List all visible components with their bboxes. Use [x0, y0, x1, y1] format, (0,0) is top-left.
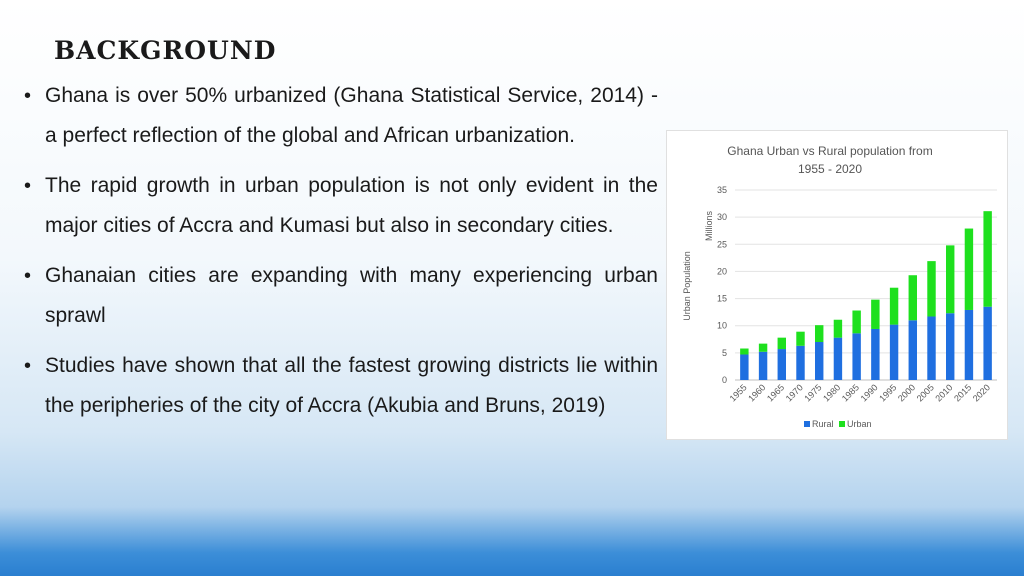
y-axis-label: Urban Population: [682, 251, 692, 321]
population-chart: Ghana Urban vs Rural population from 195…: [666, 130, 1008, 440]
bar-urban-2015: [964, 228, 974, 310]
bar-urban-1985: [852, 310, 861, 334]
bullet-urban-sprawl: Ghanaian cities are expanding with many …: [24, 256, 658, 336]
x-tick-1970: 1970: [784, 382, 805, 403]
legend-swatch-rural: [804, 421, 810, 427]
y-tick-25: 25: [717, 239, 727, 249]
bar-rural-1960: [758, 351, 768, 380]
bar-urban-1995: [889, 287, 899, 325]
x-tick-1995: 1995: [877, 382, 898, 403]
x-tick-1965: 1965: [765, 382, 786, 403]
x-tick-1975: 1975: [802, 382, 823, 403]
legend-swatch-urban: [839, 421, 845, 427]
x-tick-1990: 1990: [859, 382, 880, 403]
x-tick-layer: 1955196019651970197519801985199019952000…: [728, 382, 993, 403]
x-tick-2005: 2005: [915, 382, 936, 403]
bar-rural-2000: [908, 320, 917, 380]
bars-layer: [740, 211, 992, 380]
bar-rural-2010: [946, 313, 955, 380]
chart-title-line2: 1955 - 2020: [798, 162, 862, 176]
bar-urban-1970: [796, 331, 805, 346]
bar-urban-1955: [740, 348, 749, 355]
x-tick-1980: 1980: [821, 382, 842, 403]
x-tick-2010: 2010: [933, 382, 954, 403]
bar-rural-1975: [815, 342, 824, 380]
x-tick-2015: 2015: [952, 382, 973, 403]
x-tick-2000: 2000: [896, 382, 917, 403]
x-tick-2020: 2020: [971, 382, 992, 403]
chart-title-line1: Ghana Urban vs Rural population from: [727, 144, 932, 158]
bar-rural-2020: [983, 306, 992, 380]
bar-urban-1975: [815, 325, 824, 342]
bar-urban-2020: [983, 211, 992, 307]
legend: Rural Urban: [804, 419, 872, 429]
y-tick-20: 20: [717, 266, 727, 276]
y-tick-35: 35: [717, 185, 727, 195]
bar-rural-1965: [777, 349, 786, 380]
x-tick-1955: 1955: [728, 382, 749, 403]
bar-rural-1970: [796, 345, 805, 380]
y-tick-15: 15: [717, 294, 727, 304]
bar-urban-1960: [758, 343, 768, 352]
y-unit-label: Millions: [704, 211, 714, 242]
bar-urban-2010: [946, 245, 955, 314]
bar-rural-1985: [852, 333, 861, 380]
bar-rural-2015: [964, 309, 974, 380]
y-tick-30: 30: [717, 212, 727, 222]
bar-urban-2005: [927, 261, 936, 317]
bar-rural-1955: [740, 354, 749, 380]
bar-urban-1990: [871, 299, 880, 329]
y-tick-5: 5: [722, 348, 727, 358]
bullet-urban-growth: The rapid growth in urban population is …: [24, 166, 658, 246]
x-tick-1960: 1960: [746, 382, 767, 403]
y-tick-0: 0: [722, 375, 727, 385]
bullet-list: Ghana is over 50% urbanized (Ghana Stati…: [24, 76, 658, 436]
bar-urban-1965: [777, 337, 786, 350]
x-tick-1985: 1985: [840, 382, 861, 403]
bar-rural-1995: [889, 324, 899, 380]
bar-rural-2005: [927, 316, 936, 380]
y-tick-10: 10: [717, 321, 727, 331]
bullet-urbanization: Ghana is over 50% urbanized (Ghana Stati…: [24, 76, 658, 156]
legend-label-urban: Urban: [847, 419, 872, 429]
bar-urban-1980: [833, 319, 843, 338]
bar-rural-1980: [833, 337, 843, 380]
chart-svg: Ghana Urban vs Rural population from 195…: [682, 144, 997, 429]
bar-urban-2000: [908, 275, 917, 321]
slide-title: Background: [54, 26, 277, 68]
legend-label-rural: Rural: [812, 419, 834, 429]
bar-rural-1990: [871, 328, 880, 380]
bullet-fastest-districts: Studies have shown that all the fastest …: [24, 346, 658, 426]
